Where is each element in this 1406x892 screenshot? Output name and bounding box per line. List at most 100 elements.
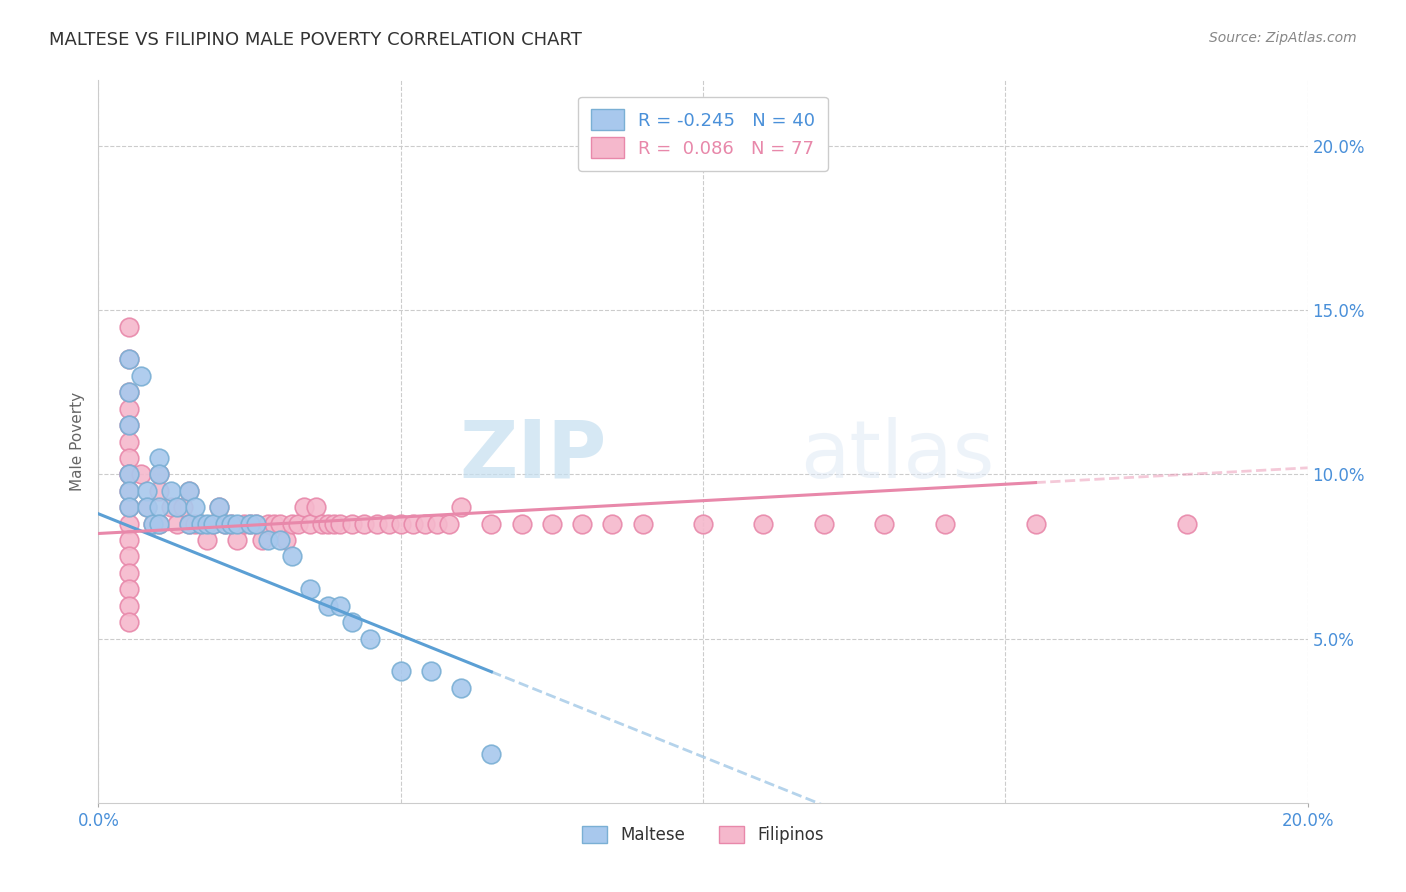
- Point: [316, 599, 339, 613]
- Point: [402, 516, 425, 531]
- Point: [450, 681, 472, 695]
- Point: [226, 533, 249, 547]
- Point: [377, 516, 399, 531]
- Point: [269, 516, 291, 531]
- Point: [135, 500, 157, 515]
- Point: [148, 467, 170, 482]
- Point: [413, 516, 436, 531]
- Point: [118, 533, 141, 547]
- Legend: Maltese, Filipinos: Maltese, Filipinos: [574, 817, 832, 852]
- Point: [179, 516, 201, 531]
- Point: [118, 385, 141, 400]
- Point: [1024, 516, 1046, 531]
- Text: Source: ZipAtlas.com: Source: ZipAtlas.com: [1209, 31, 1357, 45]
- Point: [142, 516, 165, 531]
- Point: [299, 516, 322, 531]
- Point: [208, 500, 231, 515]
- Point: [135, 483, 157, 498]
- Point: [118, 467, 141, 482]
- Point: [287, 516, 309, 531]
- Point: [305, 500, 328, 515]
- Point: [239, 516, 262, 531]
- Point: [366, 516, 388, 531]
- Point: [118, 483, 141, 498]
- Point: [179, 483, 201, 498]
- Point: [311, 516, 333, 531]
- Point: [329, 599, 352, 613]
- Point: [221, 516, 243, 531]
- Point: [135, 500, 157, 515]
- Point: [221, 516, 243, 531]
- Point: [148, 450, 170, 465]
- Point: [118, 418, 141, 433]
- Point: [281, 516, 304, 531]
- Point: [142, 516, 165, 531]
- Point: [118, 352, 141, 367]
- Point: [129, 467, 152, 482]
- Point: [692, 516, 714, 531]
- Point: [118, 319, 141, 334]
- Point: [389, 665, 412, 679]
- Point: [752, 516, 775, 531]
- Text: atlas: atlas: [800, 417, 994, 495]
- Point: [202, 516, 225, 531]
- Point: [256, 516, 278, 531]
- Point: [208, 500, 231, 515]
- Point: [274, 533, 297, 547]
- Point: [360, 632, 382, 646]
- Point: [1175, 516, 1198, 531]
- Point: [873, 516, 896, 531]
- Point: [250, 533, 273, 547]
- Point: [179, 483, 201, 498]
- Point: [148, 467, 170, 482]
- Point: [184, 516, 207, 531]
- Point: [118, 500, 141, 515]
- Point: [813, 516, 835, 531]
- Point: [118, 352, 141, 367]
- Point: [118, 615, 141, 630]
- Point: [118, 434, 141, 449]
- Point: [353, 516, 375, 531]
- Point: [323, 516, 346, 531]
- Point: [202, 516, 225, 531]
- Point: [426, 516, 449, 531]
- Point: [118, 549, 141, 564]
- Point: [160, 483, 183, 498]
- Point: [184, 500, 207, 515]
- Point: [179, 516, 201, 531]
- Point: [934, 516, 956, 531]
- Point: [148, 516, 170, 531]
- Point: [118, 566, 141, 580]
- Point: [129, 368, 152, 383]
- Point: [437, 516, 460, 531]
- Point: [239, 516, 262, 531]
- Point: [118, 418, 141, 433]
- Point: [232, 516, 254, 531]
- Point: [602, 516, 624, 531]
- Point: [256, 533, 278, 547]
- Point: [269, 533, 291, 547]
- Point: [160, 500, 183, 515]
- Point: [292, 500, 315, 515]
- Point: [148, 483, 170, 498]
- Point: [316, 516, 339, 531]
- Point: [481, 747, 503, 761]
- Point: [166, 500, 188, 515]
- Point: [118, 582, 141, 597]
- Point: [245, 516, 267, 531]
- Point: [245, 516, 267, 531]
- Point: [281, 549, 304, 564]
- Point: [148, 500, 170, 515]
- Point: [118, 401, 141, 416]
- Point: [481, 516, 503, 531]
- Point: [299, 582, 322, 597]
- Point: [226, 516, 249, 531]
- Point: [342, 516, 364, 531]
- Point: [342, 615, 364, 630]
- Point: [214, 516, 236, 531]
- Y-axis label: Male Poverty: Male Poverty: [70, 392, 86, 491]
- Point: [195, 516, 218, 531]
- Point: [329, 516, 352, 531]
- Point: [214, 516, 236, 531]
- Point: [631, 516, 654, 531]
